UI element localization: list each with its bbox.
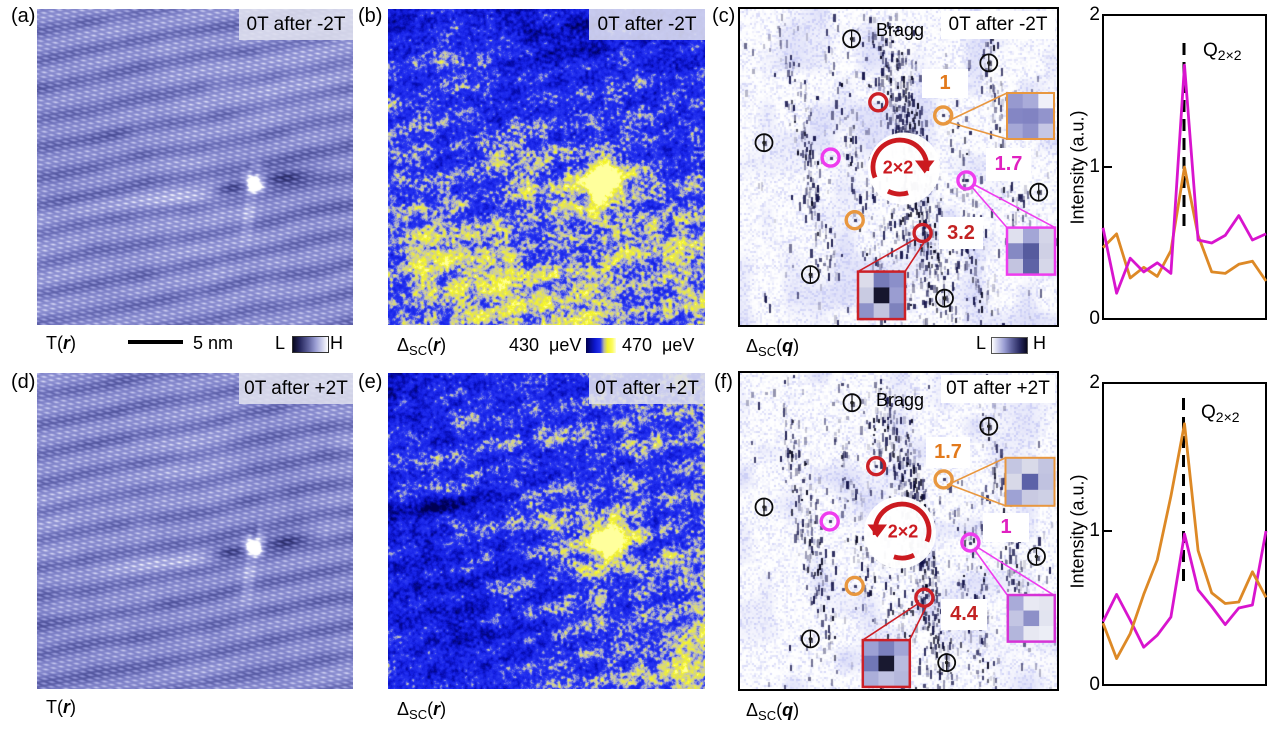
svg-text:2×2: 2×2: [883, 158, 914, 178]
svg-text:2×2: 2×2: [888, 522, 919, 542]
